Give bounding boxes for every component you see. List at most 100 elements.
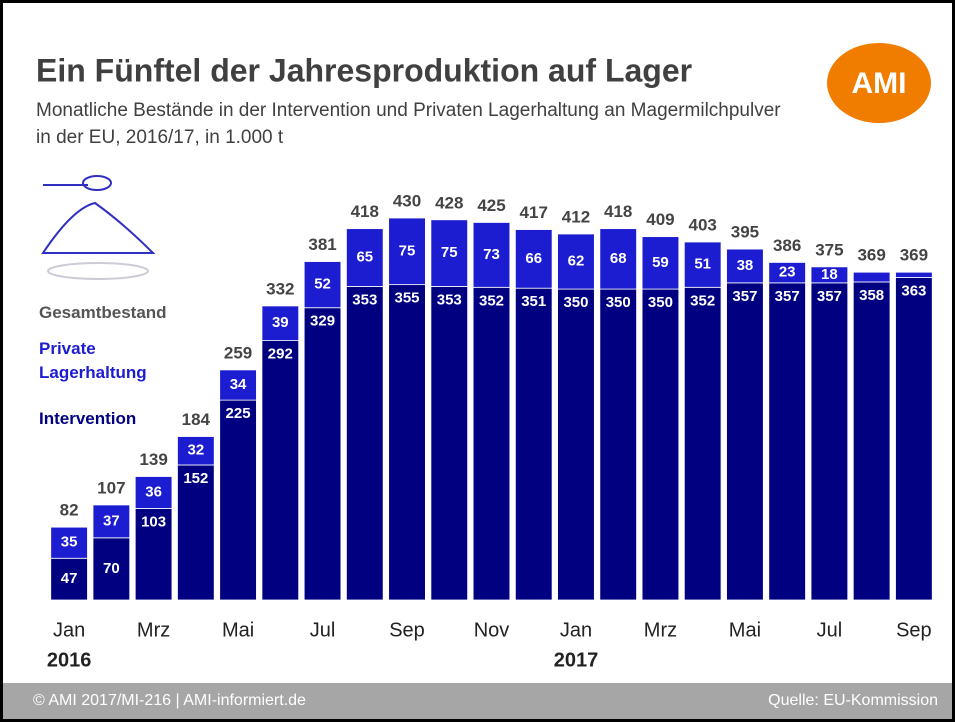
bar-segment [895,277,933,601]
segment-label: 36 [145,483,162,500]
x-tick-label: Jul [310,619,336,641]
total-label: 375 [815,240,843,259]
segment-label: 52 [314,276,331,293]
bar-segment [726,248,764,284]
segment-label: 363 [901,282,926,299]
bar-segment [303,261,342,309]
total-label: 107 [97,478,125,497]
logo-badge [827,43,931,123]
bar-segment [261,305,300,341]
total-label: 425 [477,196,505,215]
bar-segment [514,229,553,289]
segment-label: 39 [272,314,289,331]
bar-segment [557,233,595,290]
x-tick-label: Jul [817,619,843,641]
total-label: 428 [435,193,463,212]
segment-label: 68 [610,250,627,267]
segment-label: 51 [694,256,711,273]
year-label: 2016 [47,649,92,671]
bar-segment [599,228,637,290]
bar-segment [514,287,553,601]
segment-label: 351 [521,293,546,310]
segment-label: 350 [563,294,588,311]
segment-label: 35 [61,534,78,551]
x-tick-label: Jan [53,619,85,641]
bar-segment [472,286,511,601]
total-label: 386 [773,236,801,255]
bar-segment [177,464,215,601]
source-text: Quelle: EU-Kommission [768,692,938,709]
total-label: 409 [646,210,674,229]
bar-segment [852,281,891,601]
segment-label: 353 [437,291,462,308]
total-label: 403 [689,215,717,234]
legend-total: Gesamtbestand [39,303,167,322]
segment-label: 70 [103,560,120,577]
total-label: 139 [139,450,167,469]
total-label: 259 [224,343,252,362]
segment-label: 350 [606,294,631,311]
year-label: 2017 [554,649,599,671]
bar-segment [134,508,173,601]
bar-segment [219,399,257,601]
footer: © AMI 2017/MI-216 | AMI-informiert.de Qu… [3,683,952,719]
total-label: 418 [604,202,632,221]
total-label: 417 [520,203,548,222]
chart-subtitle: Monatliche Bestände in der Intervention … [36,100,781,148]
bar-segment [134,476,173,509]
bar-segment [852,271,891,283]
bar-segment [472,222,511,288]
total-label: 184 [182,410,211,429]
total-label: 418 [351,202,379,221]
bar-segment [388,217,426,286]
x-tick-label: Mrz [644,619,677,641]
bar-segment [50,526,88,559]
bar-segment [641,288,680,601]
legend-private: Private Lagerhaltung [39,339,147,382]
bar-segment [92,537,131,601]
bar-segment [346,228,384,287]
bar-segment [810,266,849,284]
segment-label: 355 [395,290,420,307]
segment-label: 357 [732,288,757,305]
segment-label: 59 [652,254,669,271]
segment-label: 103 [141,513,166,530]
segment-label: 357 [817,288,842,305]
segment-label: 350 [648,294,673,311]
segment-label: 32 [187,442,204,459]
bar-segment [430,286,469,601]
subtitle-box: Monatliche Bestände in der Intervention … [36,100,781,148]
bar-segment [683,241,722,288]
bar-segment [810,282,849,601]
segment-label: 62 [568,252,585,269]
segment-label: 23 [779,264,796,281]
legend-intervention: Intervention [39,409,137,428]
logo-text: AMI [852,67,907,100]
segment-label: 38 [737,257,754,274]
bar-segment [177,436,215,466]
bar-segment [599,288,637,601]
segment-label: 47 [61,570,78,587]
segment-label: 353 [352,291,377,308]
bar-segment [768,282,806,601]
bar-segment [92,504,131,539]
segment-label: 352 [479,292,504,309]
segment-label: 66 [525,250,542,267]
total-label: 369 [857,246,885,265]
total-label: 430 [393,191,421,210]
x-tick-label: Sep [389,619,425,641]
bar-segment [641,236,680,290]
bar-segment [388,284,426,601]
segment-label: 225 [226,405,251,422]
x-tick-label: Mai [222,619,254,641]
bar-segment [726,282,764,601]
total-label: 332 [266,279,294,298]
bar-segment [50,557,88,601]
x-tick-label: Mai [729,619,761,641]
segment-label: 329 [310,313,335,330]
segment-label: 152 [183,470,208,487]
bar-segment [261,340,300,601]
total-label: 381 [308,235,336,254]
total-label: 82 [60,501,79,520]
segment-label: 18 [821,266,838,283]
